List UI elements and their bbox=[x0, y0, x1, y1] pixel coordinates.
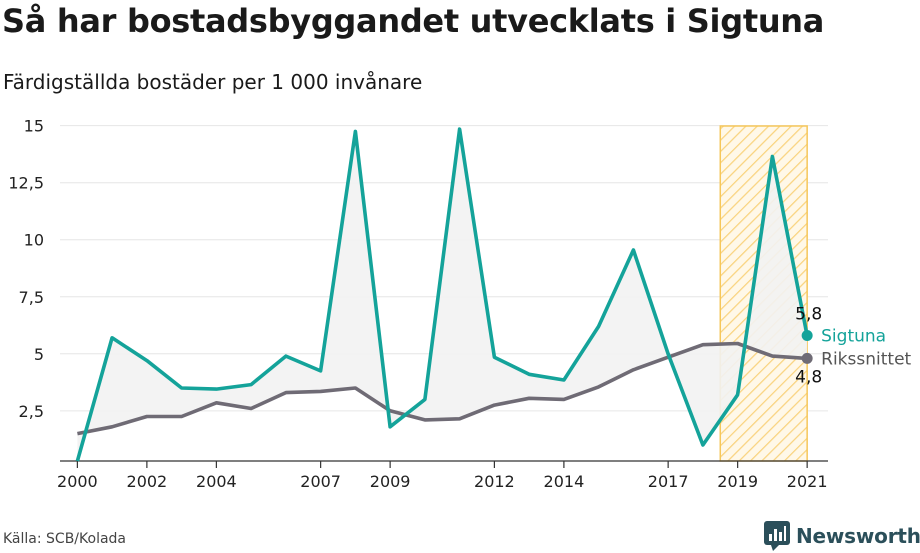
series-line-riket bbox=[77, 341, 808, 436]
x-tick-label: 2014 bbox=[544, 472, 585, 491]
source-note: Källa: SCB/Kolada bbox=[3, 531, 127, 547]
x-tick-label: 2021 bbox=[787, 472, 828, 491]
end-value-label-riket: 4,8 bbox=[795, 367, 822, 387]
x-tick-label: 2002 bbox=[127, 472, 168, 491]
end-point-sigtuna bbox=[801, 330, 813, 342]
x-tick-label: 2007 bbox=[300, 472, 341, 491]
brand-name: Newsworthy bbox=[796, 524, 920, 548]
end-value-label-sigtuna: 5,8 bbox=[795, 305, 822, 325]
series-label-sigtuna: Sigtuna bbox=[821, 327, 886, 347]
series-label-riket: Rikssnittet bbox=[821, 349, 911, 369]
newsworthy-logo-icon bbox=[764, 521, 790, 551]
y-tick-label: 15 bbox=[24, 117, 44, 136]
y-tick-label: 7,5 bbox=[19, 288, 44, 307]
end-point-riket bbox=[801, 352, 813, 364]
x-tick-label: 2012 bbox=[474, 472, 515, 491]
x-tick-label: 2017 bbox=[648, 472, 689, 491]
x-tick-label: 2004 bbox=[196, 472, 237, 491]
x-tick-label: 2009 bbox=[370, 472, 411, 491]
y-tick-label: 10 bbox=[24, 231, 44, 250]
x-tick-label: 2019 bbox=[717, 472, 758, 491]
brand-logo: Newsworthy bbox=[764, 519, 920, 553]
y-tick-label: 12,5 bbox=[8, 174, 44, 193]
area-between-series bbox=[77, 129, 808, 461]
chart-title: Så har bostadsbyggandet utvecklats i Sig… bbox=[2, 2, 825, 40]
chart-subtitle: Färdigställda bostäder per 1 000 invånar… bbox=[3, 70, 423, 94]
series-line-sigtuna bbox=[75, 127, 809, 462]
x-tick-label: 2000 bbox=[57, 472, 98, 491]
y-tick-label: 2,5 bbox=[19, 402, 44, 421]
y-tick-label: 5 bbox=[34, 345, 44, 364]
